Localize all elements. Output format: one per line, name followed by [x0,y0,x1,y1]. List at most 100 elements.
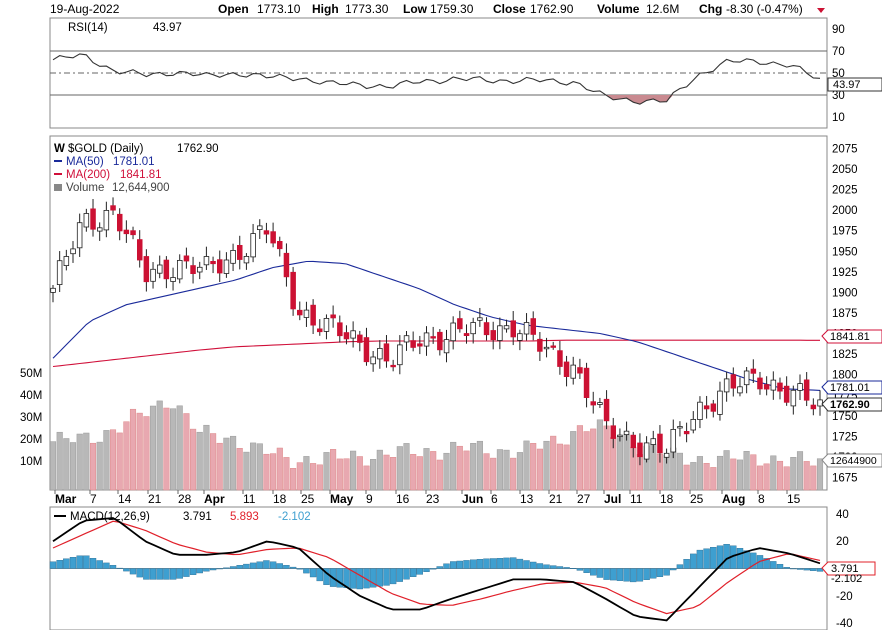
candle-body [130,230,136,236]
candle-body [423,332,430,347]
macd-hist-bar [289,566,297,569]
macd-hist-bar [810,568,817,571]
macd-hist-bar [656,568,664,578]
candle-body [477,317,483,321]
candle-body [143,256,150,283]
x-tick-label: 15 [787,492,801,506]
candle-body [603,398,610,422]
macd-hist-bar [156,568,163,580]
candle-body [783,385,790,403]
candle-body [503,325,510,330]
volume-bar [363,465,370,491]
ma200-legend-value: 1841.81 [120,169,162,181]
volume-bar [556,443,563,491]
macd-hist-bar [456,560,463,569]
ma50-badge: 1781.01 [830,382,870,394]
x-tick-label: 25 [301,492,315,506]
price-tick-label: 2050 [832,164,858,176]
volume-bar [343,458,350,491]
volume-bar [523,440,530,491]
candle-body [97,227,103,232]
macd-hist-bar [169,568,177,580]
ma50-legend-label: MA(50) [66,156,104,168]
macd-hist-bar [530,561,537,569]
x-tick-label: 28 [178,492,192,506]
candle-body [357,334,363,343]
candle-body [470,322,476,335]
volume-bar [496,449,503,491]
x-tick-label: 14 [118,492,132,506]
volume-tick-label: 30M [20,412,42,424]
macd-hist-bar [349,568,357,589]
price-legend: W $GOLD (Daily) 1762.90 MA(50) 1781.01 M… [54,143,219,194]
volume-bar [403,443,410,491]
volume-bar [276,447,283,491]
macd-hist-bar [603,568,610,580]
candle-body [457,318,463,330]
macd-hist-bar [309,568,317,578]
volume-bar [516,452,523,491]
volume-legend-label: Volume [66,182,104,194]
macd-hist-bar [563,567,570,569]
macd-hist-bar [743,550,750,569]
candle-body [196,266,203,273]
candle-body [70,248,76,255]
volume-bar [170,408,177,491]
macd-hist-bar [803,568,810,571]
macd-hist-bar [403,568,410,580]
rsi-tick-label: 50 [832,68,845,80]
macd-hist-bar [636,568,644,582]
close-badge-box [821,397,882,412]
volume-bar [576,425,583,491]
rsi-tick-label: 10 [832,112,845,124]
price-tick-label: 1975 [832,226,858,238]
header-close-label: Close [493,2,526,16]
volume-bar [290,468,297,491]
volume-bar [230,435,237,491]
macd-hist-bar [796,568,804,570]
volume-bar [456,445,463,491]
macd-hist-bar [223,567,230,569]
volume-bar [69,442,77,491]
rsi-tick-label: 90 [832,24,845,36]
candle-body [563,361,570,378]
macd-hist-bar [209,568,217,571]
macd-hist-bar [550,565,557,569]
rsi-grid [50,50,827,96]
macd-hist-bar [83,555,90,569]
volume-bar [423,448,430,491]
x-tick-label: Apr [204,492,225,506]
macd-hist-bar [363,568,370,589]
macd-hist-bar [503,557,510,569]
macd-hist-bar [383,568,390,586]
volume-bar [49,441,57,491]
header-low: 1759.30 [430,2,474,16]
macd-hist-bar [643,568,650,581]
candle-body [537,338,543,352]
macd-hist-bar [243,563,250,569]
header-high-label: High [312,2,339,16]
candle-body [677,426,683,429]
volume-bar [63,438,70,491]
candle-body [630,434,637,449]
header-close: 1762.90 [530,2,574,16]
candle-body [256,225,263,230]
candle-body [283,252,290,278]
volume-bar [330,449,337,491]
volume-bar [176,405,183,491]
rsi-tick-label: 70 [832,46,845,58]
candle-body [510,320,516,338]
macd-histogram [49,544,824,590]
candle-body [203,256,210,266]
volume-bar [683,464,690,491]
candle-body [236,244,243,260]
candle-body [103,209,110,231]
macd-hist-bar [396,568,403,582]
header-date: 19-Aug-2022 [50,2,120,16]
macd-hist-bar [783,567,790,569]
candle-body [397,344,403,366]
macd-badge-box [821,561,876,576]
volume-bar [690,462,697,491]
volume-bar [490,457,497,491]
volume-bar [76,433,83,491]
